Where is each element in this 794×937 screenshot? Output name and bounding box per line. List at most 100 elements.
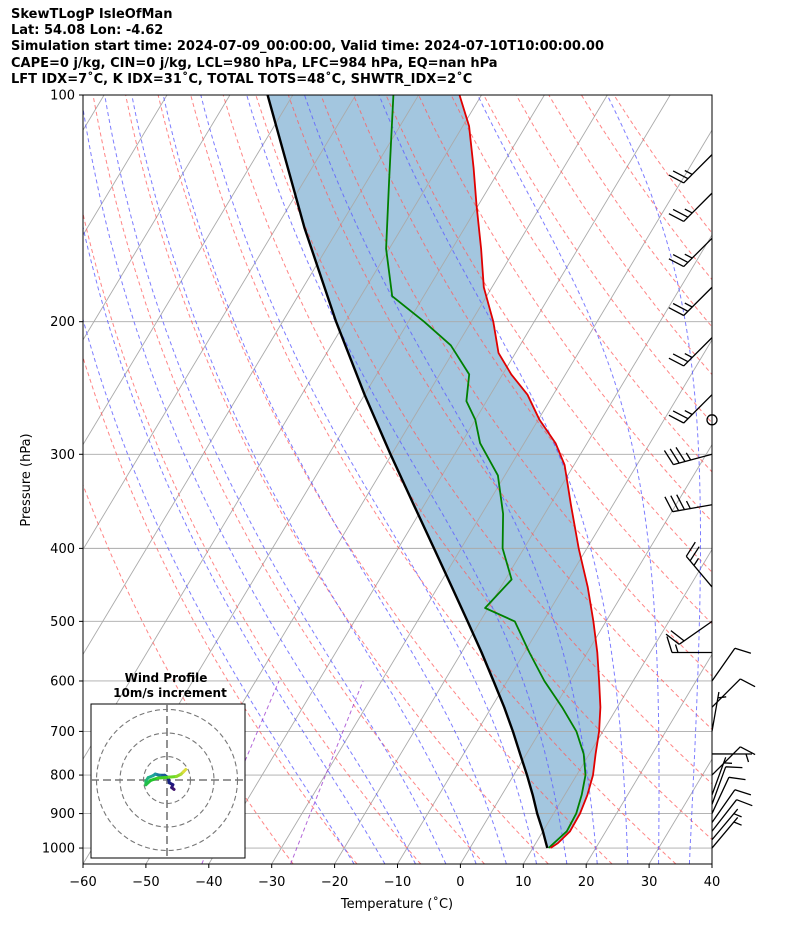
y-tick-label: 200 — [50, 315, 75, 330]
x-tick-label: −30 — [258, 875, 285, 890]
dry-adiabat — [353, 95, 712, 625]
isotherm-line — [271, 129, 712, 864]
hodograph-subtitle: 10m/s increment — [113, 686, 227, 700]
x-tick-label: −60 — [69, 875, 96, 890]
chart-header: SkewTLogP IsleOfMan Lat: 54.08 Lon: -4.6… — [11, 7, 604, 88]
isotherm-line — [83, 95, 357, 551]
y-tick-label: 1000 — [42, 842, 75, 857]
wind-barb — [711, 753, 753, 763]
isotherm-line — [334, 234, 712, 864]
wind-barb — [711, 691, 727, 732]
moist-adiabat — [246, 95, 568, 864]
x-tick-label: 30 — [641, 875, 658, 890]
parcel-temperature-fill — [267, 95, 601, 848]
isotherm-line — [522, 548, 712, 864]
wind-barb-shaft — [711, 678, 756, 708]
wind-barb-shaft — [711, 691, 727, 732]
wind-barb — [711, 808, 742, 841]
wind-barb — [711, 766, 743, 805]
wind-barb — [668, 286, 713, 317]
x-axis-label: Temperature (˚C) — [340, 896, 453, 912]
dry-adiabat — [418, 95, 712, 523]
wind-barb-shaft — [668, 154, 713, 184]
y-tick-label: 500 — [50, 615, 75, 630]
isotherm-line — [83, 95, 294, 446]
wind-barb-shaft — [711, 799, 753, 832]
y-tick-label: 600 — [50, 674, 75, 689]
wind-barb-shaft — [668, 337, 713, 367]
wind-barb-shaft — [711, 753, 753, 763]
wind-barb-shaft — [711, 746, 756, 776]
x-tick-label: −20 — [321, 875, 348, 890]
x-tick-label: 10 — [515, 875, 532, 890]
wind-barb — [664, 494, 713, 513]
wind-barb-shaft — [668, 286, 713, 317]
dry-adiabat — [483, 95, 712, 424]
y-tick-label: 800 — [50, 769, 75, 784]
wind-barb — [668, 394, 713, 424]
wind-barb — [663, 447, 713, 466]
isotherm-line — [83, 95, 105, 132]
isotherm-line — [83, 95, 419, 656]
wind-barb — [711, 799, 753, 832]
x-tick-label: −50 — [132, 875, 159, 890]
hodograph-trace — [181, 767, 188, 774]
moist-adiabat — [83, 224, 386, 864]
wind-barb-shaft — [685, 541, 713, 588]
wind-barb-shaft — [663, 447, 713, 466]
hodograph-title: Wind Profile — [125, 671, 208, 685]
hodograph-area — [91, 704, 245, 858]
y-tick-label: 300 — [50, 448, 75, 463]
y-tick-label: 900 — [50, 807, 75, 822]
moist-adiabat — [720, 95, 759, 864]
index-line: LFT IDX=7˚C, K IDX=31˚C, TOTAL TOTS=48˚C… — [11, 71, 473, 87]
wind-barb — [668, 337, 713, 367]
wind-barb-shaft — [668, 237, 713, 268]
wind-barb-shaft — [666, 636, 713, 654]
dry-adiabat — [83, 483, 294, 864]
wind-barb-shaft — [665, 620, 713, 645]
dry-adiabat — [157, 95, 613, 864]
wind-barb-shaft — [668, 394, 713, 424]
dewpoint-line — [385, 95, 587, 849]
wind-barb — [668, 192, 713, 222]
moist-adiabat — [104, 95, 447, 864]
isotherm-line — [208, 95, 671, 864]
x-tick-label: 0 — [456, 875, 464, 890]
chart-title: SkewTLogP IsleOfMan — [11, 7, 173, 22]
wind-barb-shaft — [664, 494, 713, 513]
moist-adiabat — [378, 95, 629, 864]
wind-barb-shaft — [668, 192, 713, 222]
isotherm-line — [460, 443, 712, 864]
x-tick-label: −40 — [195, 875, 222, 890]
dry-adiabat — [320, 95, 712, 677]
wind-barb-shaft — [711, 816, 742, 849]
wind-barb — [668, 154, 713, 184]
dry-adiabat — [125, 95, 549, 864]
hodograph-trace — [156, 775, 171, 780]
isotherm-line — [83, 95, 168, 236]
time-line: Simulation start time: 2024-07-09_00:00:… — [11, 39, 604, 55]
x-tick-label: 20 — [578, 875, 595, 890]
wind-barb-shaft — [711, 808, 742, 841]
wind-barb — [668, 237, 713, 268]
moist-adiabat — [162, 95, 507, 864]
x-tick-label: −10 — [384, 875, 411, 890]
y-tick-label: 100 — [50, 89, 75, 104]
dry-adiabat — [190, 95, 677, 864]
dry-adiabat — [222, 95, 712, 841]
location-line: Lat: 54.08 Lon: -4.62 — [11, 23, 164, 39]
wind-barb — [665, 620, 713, 645]
y-tick-label: 700 — [50, 725, 75, 740]
y-tick-label: 400 — [50, 542, 75, 557]
isotherm-line — [648, 758, 712, 864]
moist-adiabat — [606, 95, 701, 864]
isotherm-line — [585, 653, 712, 864]
cape-line: CAPE=0 j/kg, CIN=0 j/kg, LCL=980 hPa, LF… — [11, 55, 498, 71]
wind-barb-shaft — [711, 789, 752, 823]
wind-barb-shaft — [711, 647, 752, 682]
y-axis-label: Pressure (hPa) — [19, 433, 34, 526]
dry-adiabat — [92, 95, 485, 864]
temperature-line — [458, 95, 602, 849]
